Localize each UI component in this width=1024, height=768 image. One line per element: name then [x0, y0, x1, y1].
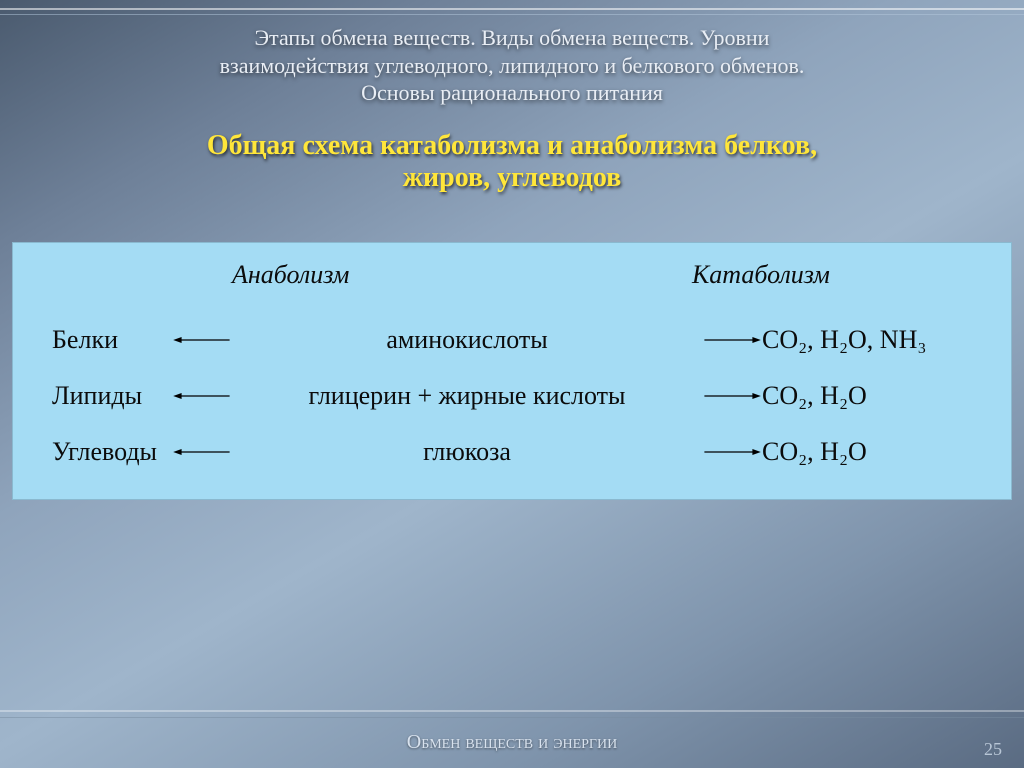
- row-right: CO₂, H₂O: [762, 381, 972, 411]
- diagram-column-headings: Анаболизм Катаболизм: [52, 260, 972, 290]
- slide-subtitle: Общая схема катаболизма и анаболизма бел…: [0, 130, 1024, 194]
- subtitle-line-1: Общая схема катаболизма и анаболизма бел…: [80, 130, 944, 162]
- arrow-left-icon: [172, 445, 232, 459]
- arrow-left-icon: [172, 389, 232, 403]
- arrow-right-icon: [702, 445, 762, 459]
- diagram-row-proteins: Белки аминокислоты CO₂, H₂O, NH₃: [52, 312, 972, 368]
- row-right: CO₂, H₂O: [762, 437, 972, 467]
- row-mid: глюкоза: [232, 437, 702, 467]
- arrow-right-icon: [702, 389, 762, 403]
- row-left: Белки: [52, 325, 172, 355]
- page-number: 25: [984, 739, 1002, 760]
- rule-bottom-2: [0, 717, 1024, 718]
- arrow-right-icon: [702, 333, 762, 347]
- rule-top-1: [0, 8, 1024, 10]
- row-left: Липиды: [52, 381, 172, 411]
- subtitle-line-2: жиров, углеводов: [80, 162, 944, 194]
- row-mid: аминокислоты: [232, 325, 702, 355]
- slide-header: Этапы обмена веществ. Виды обмена вещест…: [0, 24, 1024, 107]
- slide-footer: Обмен веществ и энергии: [0, 731, 1024, 754]
- rule-bottom-1: [0, 710, 1024, 712]
- rule-top-2: [0, 14, 1024, 15]
- row-left: Углеводы: [52, 437, 172, 467]
- diagram-row-carbs: Углеводы глюкоза CO₂, H₂O: [52, 424, 972, 480]
- row-mid: глицерин + жирные кислоты: [232, 381, 702, 411]
- heading-catabolism: Катаболизм: [512, 260, 972, 290]
- header-line-1: Этапы обмена веществ. Виды обмена вещест…: [60, 24, 964, 52]
- heading-anabolism: Анаболизм: [192, 260, 512, 290]
- diagram-row-lipids: Липиды глицерин + жирные кислоты CO₂, H₂…: [52, 368, 972, 424]
- header-line-2: взаимодействия углеводного, липидного и …: [60, 52, 964, 80]
- header-line-3: Основы рационального питания: [60, 79, 964, 107]
- arrow-left-icon: [172, 333, 232, 347]
- row-right: CO₂, H₂O, NH₃: [762, 325, 972, 355]
- catabolism-anabolism-diagram: Анаболизм Катаболизм Белки аминокислоты …: [12, 242, 1012, 500]
